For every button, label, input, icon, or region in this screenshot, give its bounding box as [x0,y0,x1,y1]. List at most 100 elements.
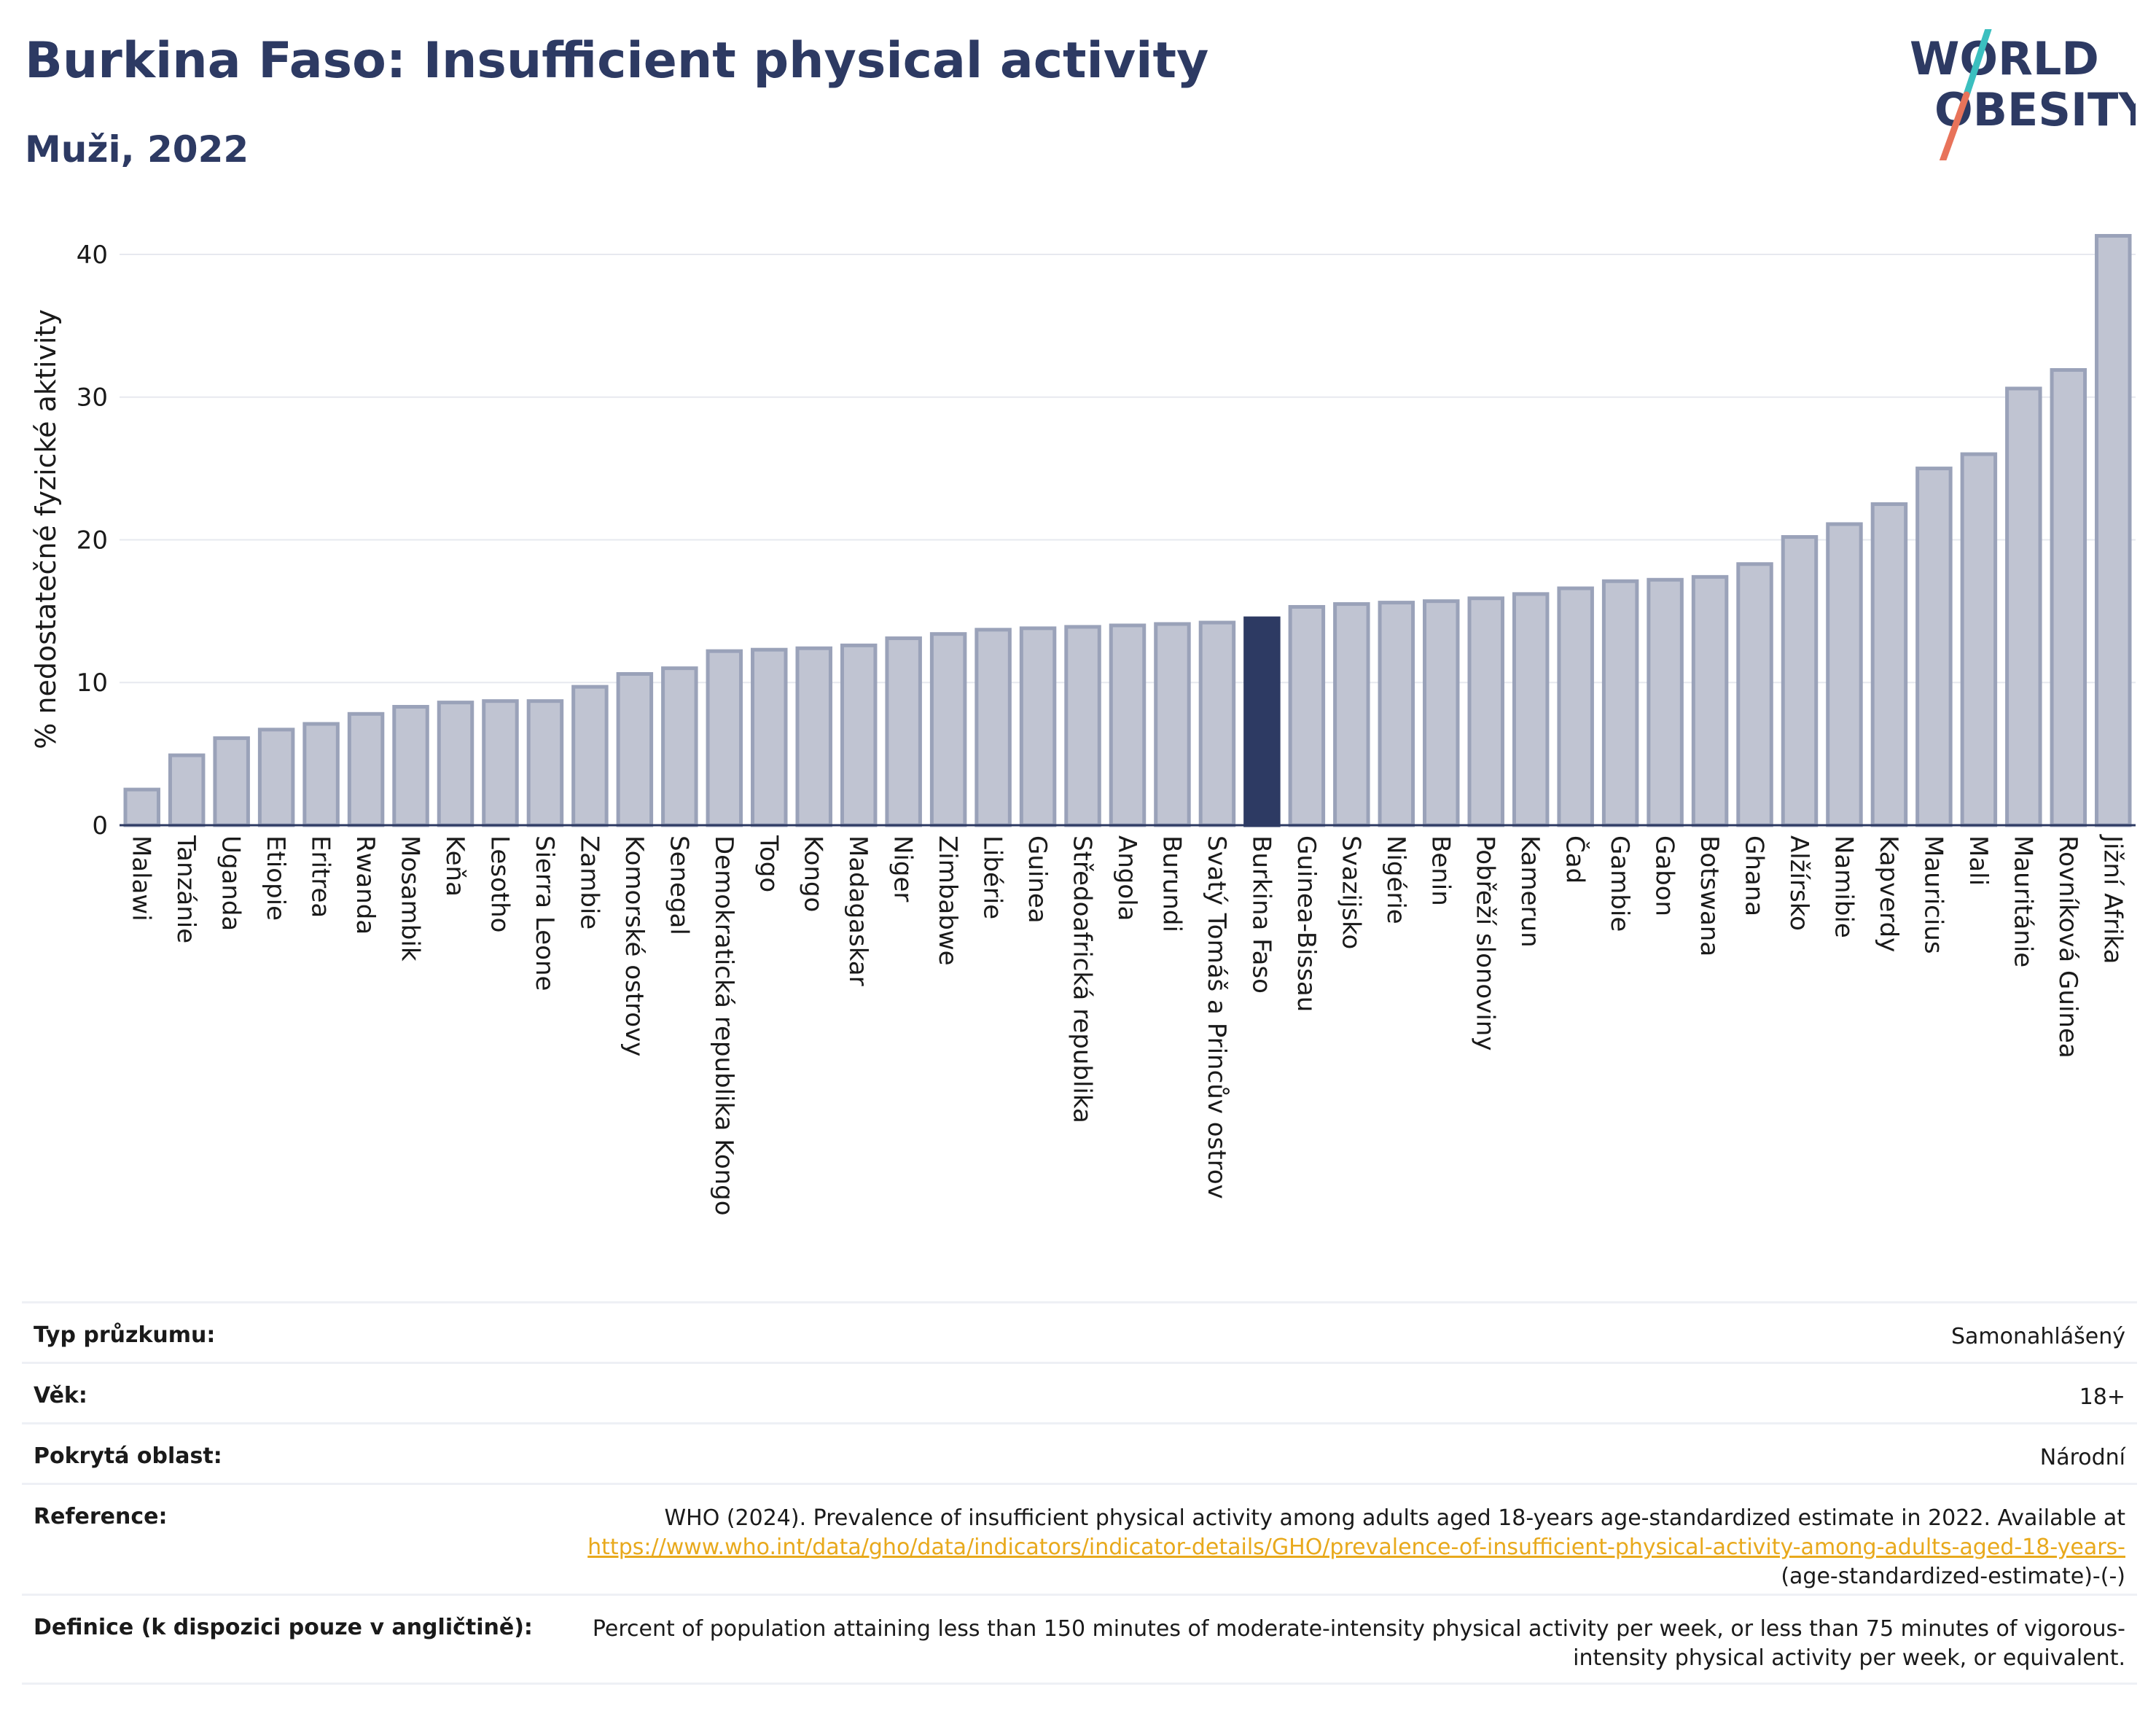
bar-mauritánie[interactable] [2005,386,2042,827]
y-tick-label: 10 [77,668,108,698]
logo-text-world: WORLD [1910,32,2099,85]
bar-mauricius[interactable] [1915,467,1953,827]
bar-botswana[interactable] [1691,574,1729,827]
y-axis-title: % nedostatečné fyzické aktivity [30,309,62,749]
info-row-reference: Reference: WHO (2024). Prevalence of ins… [22,1483,2137,1594]
bar-etiopie[interactable] [257,728,295,827]
coverage-value: Národní [2039,1445,2125,1470]
bar-senegal[interactable] [661,666,698,827]
x-category-label: Čad [1561,835,1590,884]
y-tick-label: 40 [77,241,108,270]
bar-kamerun[interactable] [1512,592,1550,827]
bar-jižní-afrika[interactable] [2095,233,2132,827]
bar-alžírsko[interactable] [1781,535,1819,827]
x-category-label: Zambie [574,835,604,929]
bar-nigérie[interactable] [1378,601,1415,827]
x-category-label: Benin [1426,835,1455,906]
bar-mosambik[interactable] [392,705,429,827]
bar-svazijsko[interactable] [1333,602,1370,827]
x-category-label: Togo [754,835,783,892]
bar-ghana[interactable] [1736,562,1773,827]
bar-eritrea[interactable] [302,722,340,827]
bar-benin[interactable] [1423,599,1460,827]
bar-gambie[interactable] [1601,579,1639,827]
x-category-label: Pobřeží slonoviny [1471,835,1500,1050]
bar-kapverdy[interactable] [1870,502,1908,827]
x-category-label: Komorské ostrovy [620,835,649,1056]
bar-burundi[interactable] [1154,622,1191,827]
bar-niger[interactable] [885,636,922,827]
x-category-label: Mosambik [396,835,425,962]
age-value: 18+ [2079,1384,2125,1410]
x-category-label: Ghana [1740,835,1769,916]
x-category-label: Nigérie [1381,835,1410,924]
x-category-label: Alžírsko [1784,835,1813,931]
bar-keňa[interactable] [437,701,474,827]
info-row-survey-type: Typ průzkumu: Samonahlášený [22,1301,2137,1362]
bar-čad[interactable] [1557,586,1594,827]
x-category-label: Mauritánie [2008,835,2037,967]
x-category-label: Burundi [1157,835,1186,932]
bar-chart: 0 10 20 30 40 Malawi Tanzánie Uganda Etiopie Eri… [30,233,2136,1216]
x-category-label: Demokratická republika Kongo [709,835,738,1216]
world-obesity-logo: WORLD OBESITY [1910,29,2136,160]
survey-type-value: Samonahlášený [1951,1324,2125,1349]
bar-středoafrická-republika[interactable] [1064,625,1101,827]
definition-value: Percent of population attaining less tha… [592,1616,2125,1671]
x-category-label: Rovníková Guinea [2053,835,2082,1058]
x-category-label: Uganda [216,835,246,931]
reference-text: WHO (2024). Prevalence of insufficient p… [664,1505,2125,1531]
bar-gabon[interactable] [1647,577,1684,827]
bar-togo[interactable] [751,647,788,827]
bar-lesotho[interactable] [482,699,519,827]
y-tick-label: 30 [77,383,108,413]
x-category-label: Guinea-Bissau [1292,835,1321,1012]
bar-guinea[interactable] [1019,626,1057,827]
info-row-age: Věk: 18+ [22,1362,2137,1422]
bar-zimbabwe[interactable] [929,632,967,827]
x-category-label: Malawi [127,835,156,921]
y-axis-ticks: 0 10 20 30 40 [77,241,108,841]
reference-link[interactable]: https://www.who.int/data/gho/data/indica… [587,1535,2125,1560]
reference-suffix: (age-standardized-estimate)-(-) [1781,1564,2125,1589]
x-category-label: Středoafrická republika [1068,835,1097,1123]
bar-rwanda[interactable] [347,711,385,827]
bar-demokratická-republika-kongo[interactable] [706,649,743,827]
x-category-label: Svatý Tomáš a Princův ostrov [1202,835,1231,1199]
x-category-label: Kapverdy [1874,835,1903,952]
bar-burkina-faso[interactable] [1243,616,1281,827]
bar-sierra-leone[interactable] [526,699,564,827]
bar-tanzánie[interactable] [168,753,206,827]
page-title: Burkina Faso: Insufficient physical acti… [25,32,1209,90]
x-category-label: Senegal [664,835,693,935]
survey-type-label: Typ průzkumu: [34,1322,216,1348]
reference-label: Reference: [34,1504,168,1529]
bar-mali[interactable] [1960,452,1998,827]
coverage-label: Pokrytá oblast: [34,1443,222,1469]
info-table: Typ průzkumu: Samonahlášený Věk: 18+ Pok… [22,1301,2137,1685]
logo-slash-top [1963,29,1992,98]
y-tick-label: 20 [77,526,108,555]
bar-zambie[interactable] [571,685,609,827]
bar-libérie[interactable] [975,628,1012,827]
info-row-definition: Definice (k dispozici pouze v angličtině… [22,1594,2137,1685]
bar-pobřeží-slonoviny[interactable] [1467,596,1504,827]
x-category-label: Zimbabwe [933,835,962,966]
bar-guinea-bissau[interactable] [1288,604,1326,827]
bars [123,233,2132,827]
x-category-label: Kamerun [1515,835,1544,948]
bar-kongo[interactable] [795,646,832,827]
x-category-label: Gambie [1605,835,1634,932]
bar-malawi[interactable] [123,787,160,827]
x-category-label: Libérie [978,835,1007,919]
bar-uganda[interactable] [213,736,250,827]
x-category-label: Gabon [1650,835,1679,916]
y-tick-label: 0 [92,811,108,841]
bar-komorské-ostrovy[interactable] [616,671,654,827]
bar-svatý-tomáš-a-princův-ostrov[interactable] [1198,620,1236,827]
bar-namibie[interactable] [1826,522,1863,827]
bar-madagaskar[interactable] [840,643,878,827]
bar-rovníková-guinea[interactable] [2050,368,2087,827]
bar-angola[interactable] [1109,623,1147,827]
x-category-label: Rwanda [351,835,380,935]
